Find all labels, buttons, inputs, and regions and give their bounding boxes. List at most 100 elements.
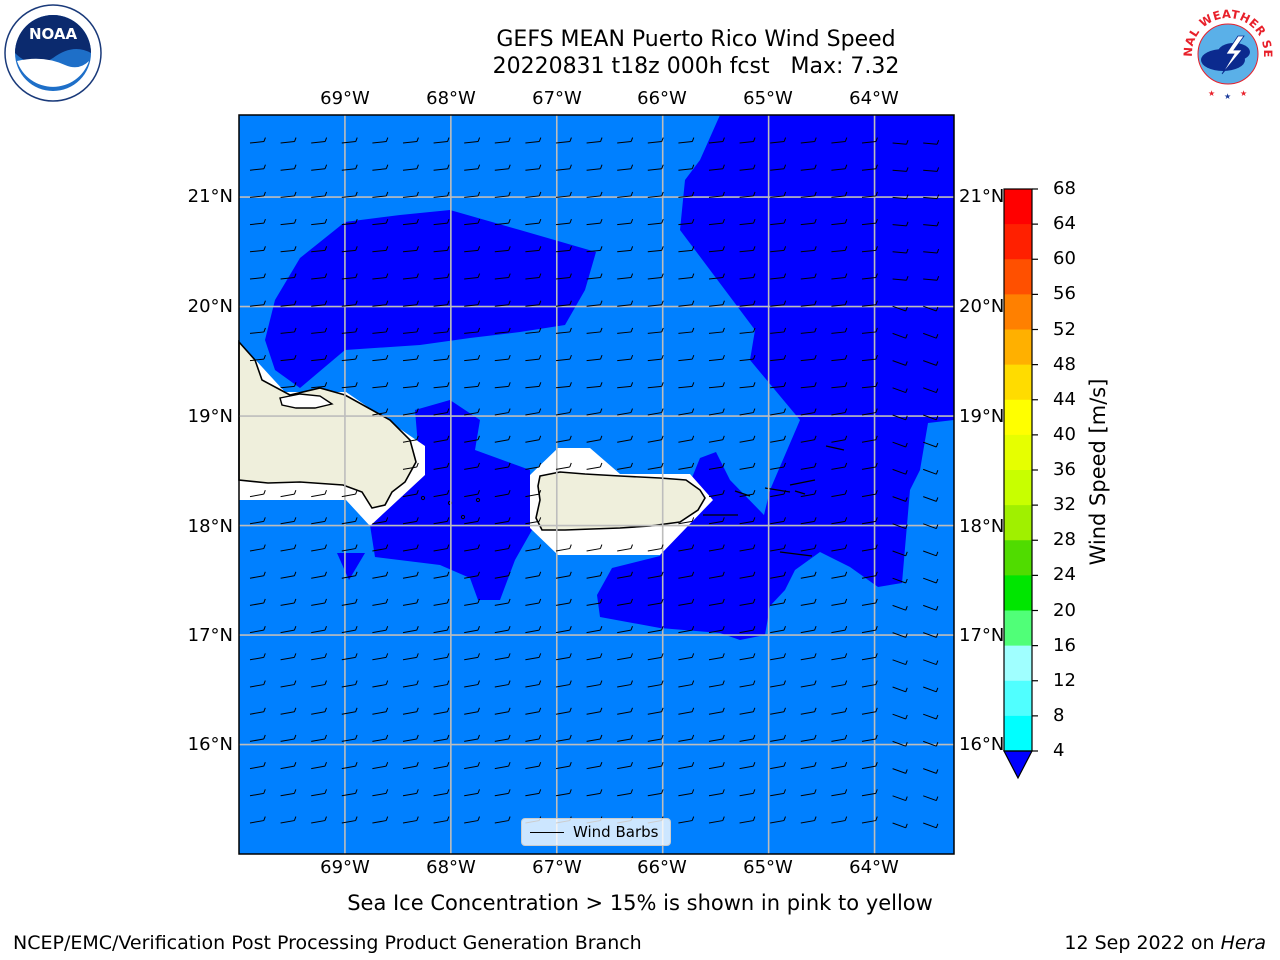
barb-shaft — [433, 304, 448, 307]
barb-shaft — [494, 548, 509, 552]
barb-flag — [508, 137, 511, 142]
barb-shaft — [280, 684, 295, 688]
wind-barb — [525, 164, 542, 171]
barb-shaft — [372, 195, 387, 198]
wind-barb — [831, 300, 848, 307]
wind-barb — [861, 761, 878, 770]
wind-barb — [464, 571, 480, 579]
barb-shaft — [923, 196, 938, 200]
wind-barb — [494, 300, 511, 307]
barb-shaft — [586, 466, 601, 470]
wind-barb — [647, 354, 664, 362]
barb-flag — [691, 327, 695, 333]
barb-flag — [661, 191, 664, 197]
barb-shaft — [923, 577, 937, 584]
wind-barb — [280, 218, 297, 226]
barb-shaft — [311, 195, 326, 198]
barb-flag — [477, 435, 480, 440]
sea-ice-note: Sea Ice Concentration > 15% is shown in … — [347, 891, 933, 915]
barb-shaft — [433, 711, 448, 715]
wind-barb — [831, 137, 848, 144]
barb-flag — [661, 408, 664, 413]
barb-flag — [355, 191, 358, 197]
wind-barb — [402, 734, 419, 742]
wind-barb — [249, 707, 266, 715]
wind-barb — [892, 167, 909, 172]
barb-shaft — [525, 439, 540, 443]
wind-barb — [555, 327, 572, 334]
wind-barb — [280, 625, 297, 634]
wind-barb — [372, 789, 389, 797]
barb-flag — [569, 327, 572, 333]
lon-label-top: 65°W — [743, 88, 793, 109]
barb-flag — [538, 544, 542, 549]
wind-barb — [280, 816, 297, 824]
barb-shaft — [433, 412, 448, 416]
barb-shaft — [249, 629, 264, 634]
barb-flag — [844, 408, 848, 413]
barb-flag — [538, 273, 542, 278]
barb-flag — [935, 796, 939, 801]
barb-shaft — [861, 548, 876, 552]
barb-shaft — [280, 575, 295, 579]
barb-flag — [844, 816, 848, 821]
wind-barb — [341, 300, 358, 307]
barb-shaft — [923, 441, 937, 448]
barb-shaft — [708, 520, 723, 525]
barb-shaft — [892, 795, 906, 802]
barb-shaft — [280, 195, 295, 198]
wind-barb — [923, 523, 939, 530]
wind-barb — [464, 191, 481, 198]
barb-shaft — [739, 520, 754, 525]
barb-shaft — [678, 277, 693, 280]
wind-barb — [372, 598, 389, 606]
wind-barb — [892, 360, 908, 366]
barb-flag — [722, 354, 725, 360]
barb-shaft — [464, 141, 479, 144]
lon-label-bottom: 64°W — [849, 857, 899, 878]
barb-flag — [783, 218, 787, 224]
barb-shaft — [372, 711, 387, 715]
wind-barb — [586, 164, 603, 171]
barb-shaft — [402, 820, 417, 824]
barb-flag — [355, 816, 358, 821]
colorbar-segment — [1004, 224, 1032, 260]
barb-shaft — [678, 602, 693, 606]
wind-barb — [433, 625, 450, 634]
barb-shaft — [494, 358, 509, 362]
barb-flag — [630, 354, 634, 360]
barb-shaft — [280, 249, 295, 253]
barb-shaft — [739, 277, 754, 280]
barb-flag — [508, 544, 511, 549]
wind-barb — [311, 707, 327, 715]
barb-flag — [752, 680, 756, 685]
barb-flag — [294, 164, 297, 169]
wind-barb — [617, 408, 633, 416]
barb-flag — [508, 164, 511, 169]
wind-barb — [311, 489, 327, 498]
wind-barb — [525, 382, 542, 389]
barb-flag — [753, 218, 756, 224]
barb-shaft — [831, 358, 846, 362]
wind-barb — [433, 191, 450, 198]
barb-shaft — [433, 520, 448, 525]
puerto-rico — [535, 471, 706, 531]
barb-shaft — [892, 332, 906, 339]
wind-barb — [831, 761, 848, 770]
barb-flag — [844, 653, 848, 658]
wind-barb — [402, 246, 419, 253]
barb-flag — [661, 137, 664, 142]
wind-barb — [770, 489, 786, 498]
barb-flag — [477, 707, 480, 712]
barb-shaft — [402, 331, 417, 334]
wind-barb — [402, 517, 419, 525]
barb-shaft — [892, 713, 906, 720]
barb-flag — [324, 734, 327, 740]
barb-shaft — [372, 684, 387, 688]
barb-shaft — [831, 548, 846, 552]
barb-shaft — [433, 331, 448, 334]
barb-flag — [599, 707, 603, 712]
wind-barb — [494, 734, 511, 742]
barb-shaft — [770, 222, 785, 226]
barb-shaft — [555, 358, 570, 362]
